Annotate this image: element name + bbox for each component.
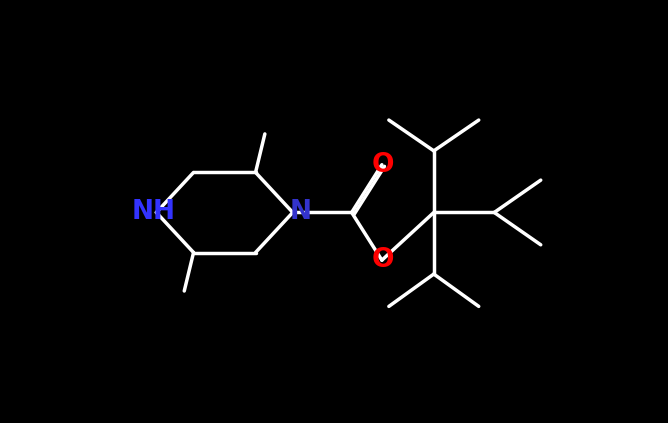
Text: O: O [371, 247, 394, 273]
Text: NH: NH [132, 200, 176, 225]
Text: O: O [371, 152, 394, 178]
Text: N: N [289, 200, 311, 225]
